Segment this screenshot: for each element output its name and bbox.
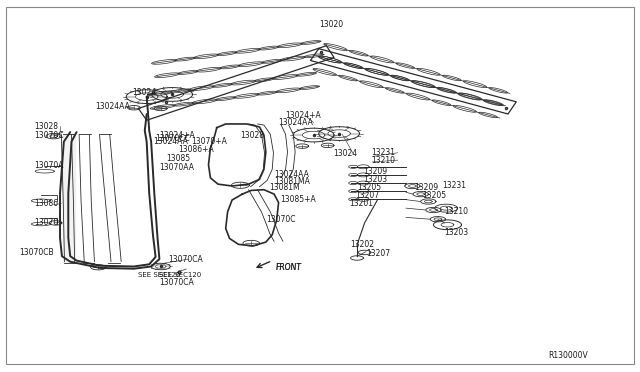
Text: 13203: 13203	[444, 228, 468, 237]
Text: SEE SEC120: SEE SEC120	[138, 272, 180, 278]
Text: 13085+A: 13085+A	[280, 195, 316, 204]
Text: 13024AA: 13024AA	[278, 118, 314, 127]
Text: 13070: 13070	[35, 218, 59, 227]
Text: SEE SEC120: SEE SEC120	[159, 272, 202, 278]
Text: 13024AA: 13024AA	[274, 170, 309, 179]
Text: 13207: 13207	[356, 191, 380, 200]
Text: 13202: 13202	[351, 240, 374, 249]
Text: 13028: 13028	[241, 131, 264, 140]
Text: 13024AA: 13024AA	[96, 103, 131, 112]
Text: 13020: 13020	[319, 20, 343, 29]
Text: 13070A: 13070A	[35, 161, 64, 170]
Text: FRONT: FRONT	[275, 263, 301, 272]
Text: 13070CA: 13070CA	[168, 254, 203, 264]
Text: 13209: 13209	[414, 183, 438, 192]
Text: 13085: 13085	[166, 154, 190, 163]
Text: 13231: 13231	[442, 182, 467, 190]
Text: 13028: 13028	[35, 122, 58, 131]
Text: 13210: 13210	[444, 207, 468, 217]
Text: 13070AA: 13070AA	[159, 163, 195, 171]
Text: 13081M: 13081M	[269, 183, 300, 192]
Text: 13024: 13024	[132, 89, 156, 97]
Text: 13024AA: 13024AA	[153, 137, 188, 146]
Text: 13070C: 13070C	[266, 215, 295, 224]
Text: 13024+A: 13024+A	[159, 131, 195, 140]
Text: 13209: 13209	[364, 167, 387, 176]
Text: 13070CC: 13070CC	[156, 134, 190, 142]
Text: 13070CA: 13070CA	[159, 278, 194, 287]
Text: 13207: 13207	[366, 249, 390, 258]
Text: 13201: 13201	[349, 199, 373, 208]
Text: 13086: 13086	[35, 199, 59, 208]
Text: 13070+A: 13070+A	[191, 137, 227, 146]
Text: 13205: 13205	[357, 183, 381, 192]
Text: 13024: 13024	[333, 149, 357, 158]
Text: 13086+A: 13086+A	[179, 145, 214, 154]
Polygon shape	[138, 46, 334, 120]
Polygon shape	[310, 49, 516, 114]
Text: FRONT: FRONT	[275, 263, 301, 272]
Text: 13205: 13205	[422, 191, 446, 200]
Text: 13024+A: 13024+A	[285, 111, 321, 121]
Text: 13070CB: 13070CB	[19, 248, 54, 257]
Text: 13210: 13210	[371, 155, 395, 165]
Text: 13231: 13231	[371, 148, 395, 157]
Text: 13203: 13203	[364, 175, 387, 184]
Text: 13070C: 13070C	[35, 131, 64, 140]
Text: 13081MA: 13081MA	[274, 177, 310, 186]
Text: R130000V: R130000V	[548, 351, 588, 360]
